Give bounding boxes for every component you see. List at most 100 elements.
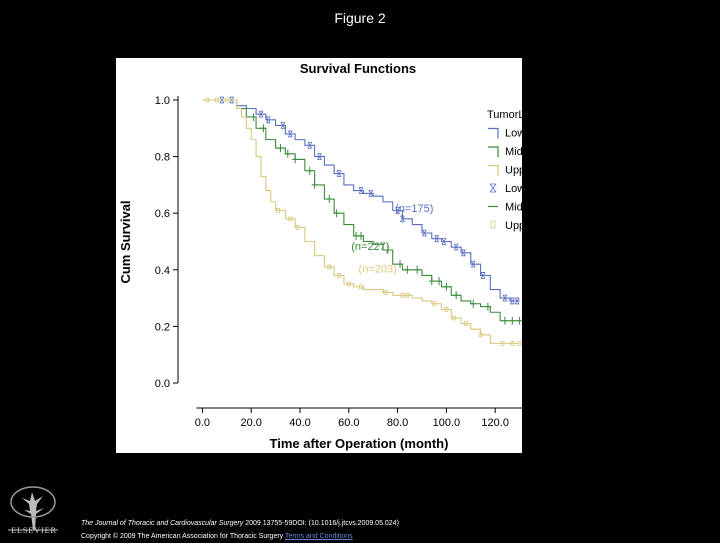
series-upper: (n=203) xyxy=(202,97,522,346)
censor-mark xyxy=(337,273,341,278)
censor-mark xyxy=(358,187,364,194)
censor-mark xyxy=(461,249,466,257)
n-label-middle: (n=227) xyxy=(351,241,389,253)
y-tick-label: 1.0 xyxy=(155,95,170,107)
censor-mark xyxy=(451,315,456,321)
censor-mark xyxy=(443,282,450,291)
survival-curve-upper xyxy=(202,99,520,344)
censor-mark xyxy=(453,291,460,300)
censor-mark xyxy=(250,112,257,121)
legend-title: TumorLocation xyxy=(487,109,522,121)
figure-title: Figure 2 xyxy=(334,10,386,26)
censor-mark xyxy=(428,277,435,286)
censor-mark xyxy=(317,153,322,160)
legend-label: Upper xyxy=(505,165,522,177)
legend-label: Lower-censored xyxy=(505,183,522,195)
censor-mark xyxy=(501,316,508,325)
terms-link[interactable]: Terms and Conditions xyxy=(284,533,353,540)
legend-label: Upper-censored xyxy=(505,220,522,232)
y-tick-label: 0.2 xyxy=(155,321,170,333)
censor-mark xyxy=(280,122,286,129)
x-tick-label: 100.0 xyxy=(433,417,461,429)
censor-mark xyxy=(414,265,421,274)
censor-mark xyxy=(400,292,405,298)
censor-mark xyxy=(383,290,388,295)
legend-label: Middle xyxy=(505,146,522,158)
copyright: Copyright © 2009 The American Associatio… xyxy=(81,533,285,540)
censor-mark xyxy=(277,144,284,153)
censor-mark xyxy=(359,284,363,290)
censor-mark xyxy=(327,264,332,270)
censor-mark xyxy=(464,321,468,326)
elsevier-tree-logo xyxy=(2,484,64,534)
censor-mark xyxy=(509,297,515,305)
x-tick-label: 40.0 xyxy=(289,417,310,429)
y-tick-label: 0.8 xyxy=(155,152,170,164)
censor-mark xyxy=(311,180,318,189)
censor-mark xyxy=(358,231,364,240)
censor-mark xyxy=(514,297,520,305)
legend-censor-swatch xyxy=(489,183,497,193)
legend-label: Middle-censored xyxy=(505,202,522,214)
censor-mark xyxy=(441,238,447,245)
censor-mark xyxy=(205,97,210,103)
journal-name: The Journal of Thoracic and Cardiovascul… xyxy=(81,520,244,527)
censor-mark xyxy=(265,116,271,124)
censor-mark xyxy=(509,316,516,325)
n-label-lower: (n=175) xyxy=(395,203,433,215)
censor-mark xyxy=(510,340,515,346)
censor-mark xyxy=(292,155,299,164)
x-tick-label: 60.0 xyxy=(338,417,359,429)
censor-mark xyxy=(470,299,477,308)
censor-mark xyxy=(333,209,340,218)
censor-mark xyxy=(400,215,405,223)
censor-mark xyxy=(307,141,313,149)
x-tick-label: 120.0 xyxy=(481,417,509,429)
citation: 2009 13755-59DOI: (10.1016/j.jtcvs.2009.… xyxy=(243,520,399,527)
survival-curve-lower xyxy=(202,99,520,302)
survival-curve-middle xyxy=(202,99,520,322)
legend-line-swatch xyxy=(488,146,499,157)
censor-mark xyxy=(436,277,443,286)
censor-mark xyxy=(502,294,508,302)
y-tick-label: 0.0 xyxy=(155,378,170,390)
axes: 0.0 0.2 0.4 0.6 0.8 1.0 0.0 20.0 40.0 60.0 80.0 100… xyxy=(155,95,522,429)
censor-mark xyxy=(478,332,483,338)
censor-mark xyxy=(395,206,400,214)
censor-mark xyxy=(258,110,264,118)
censor-mark xyxy=(276,207,280,213)
x-tick-label: 80.0 xyxy=(387,417,408,429)
censor-mark xyxy=(480,272,486,279)
legend: TumorLocation Lower Middle Upper Lower-censo… xyxy=(487,109,522,232)
series-layer: (n=175) (n=227) (n=203) xyxy=(202,96,522,346)
censor-mark xyxy=(224,97,229,103)
censor-mark xyxy=(516,316,522,325)
censor-mark xyxy=(346,281,351,287)
legend-line-swatch xyxy=(488,127,499,139)
censor-mark xyxy=(295,224,300,230)
censor-mark xyxy=(444,307,449,312)
censor-mark xyxy=(306,166,313,175)
x-axis-label: Time after Operation (month) xyxy=(270,436,449,451)
x-tick-label: 20.0 xyxy=(240,417,261,429)
censor-mark xyxy=(368,189,374,197)
censor-mark xyxy=(517,340,522,346)
censor-mark xyxy=(326,195,333,204)
censor-mark xyxy=(287,130,293,138)
publisher-name: ELSEVIER xyxy=(11,526,57,535)
censor-mark xyxy=(404,265,411,274)
censor-mark xyxy=(470,260,476,268)
censor-mark xyxy=(384,245,391,254)
x-tick-label: 0.0 xyxy=(195,417,210,429)
survival-chart: Survival Functions Time after Operation … xyxy=(118,61,522,451)
censor-mark xyxy=(215,97,219,103)
legend-censor-swatch xyxy=(490,220,496,229)
censor-mark xyxy=(422,229,427,237)
censor-mark xyxy=(434,235,439,243)
n-label-upper: (n=203) xyxy=(359,264,397,276)
censor-mark xyxy=(405,292,410,298)
legend-line-swatch xyxy=(488,164,499,176)
censor-mark xyxy=(288,216,293,222)
censor-mark xyxy=(260,124,267,133)
censor-mark xyxy=(500,340,505,346)
